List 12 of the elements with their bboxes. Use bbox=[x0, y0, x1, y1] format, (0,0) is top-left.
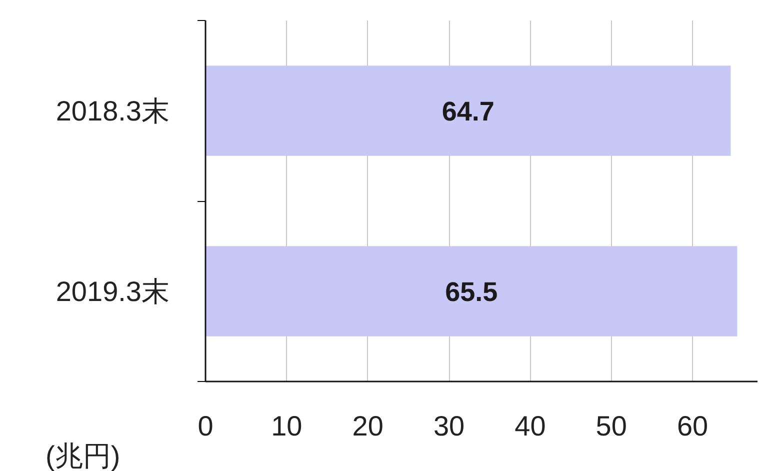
x-tick-label: 20 bbox=[352, 410, 384, 442]
x-tick-label: 30 bbox=[433, 410, 465, 442]
x-tick-label: 50 bbox=[596, 410, 627, 442]
x-tick-label: 0 bbox=[198, 410, 214, 442]
data-label: 64.7 bbox=[442, 96, 494, 126]
x-axis-title: (兆円) bbox=[46, 440, 120, 471]
x-tick-label: 40 bbox=[514, 410, 546, 442]
x-tick-label: 60 bbox=[676, 410, 708, 442]
data-label: 65.5 bbox=[445, 276, 498, 307]
y-tick-label: 2018.3末 bbox=[56, 95, 170, 126]
y-tick-label: 2019.3末 bbox=[56, 276, 170, 307]
x-tick-label: 10 bbox=[271, 410, 302, 442]
